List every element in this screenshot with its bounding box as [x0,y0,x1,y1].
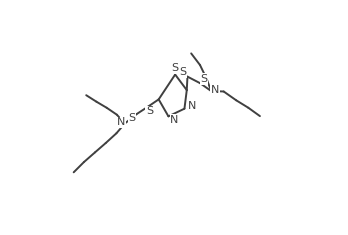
Text: N: N [170,115,179,125]
Text: S: S [201,74,208,84]
Text: N: N [117,117,125,127]
Text: S: S [146,106,153,117]
Text: S: S [180,67,187,78]
Text: N: N [211,85,219,95]
Text: N: N [188,101,196,111]
Text: S: S [172,63,179,73]
Text: S: S [129,114,136,123]
